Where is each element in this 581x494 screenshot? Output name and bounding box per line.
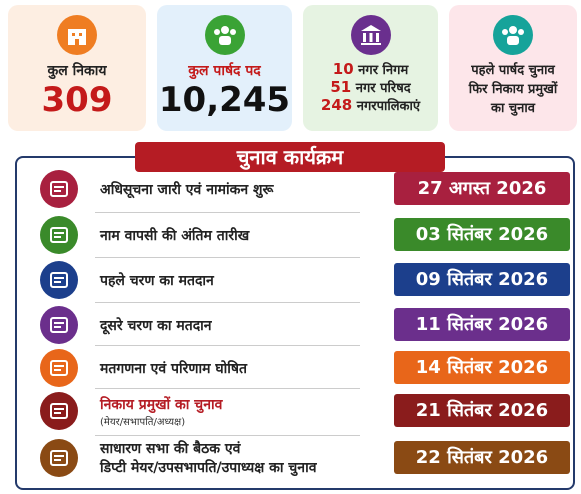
label: नगरपालिकाएं [356,99,421,114]
separator [95,212,360,213]
glyph [50,403,68,419]
glyph [50,360,68,376]
separator [95,435,360,436]
separator [95,257,360,258]
date: 27 अगस्त 2026 [394,172,570,205]
icon [40,439,78,477]
schedule-row: अधिसूचना जारी एवं नामांकन शुरू 27 अगस्त 2… [30,167,570,211]
icon [40,349,78,387]
event-text: दूसरे चरण का मतदान [100,317,212,334]
icon [40,170,78,208]
schedule-row: नाम वापसी की अंतिम तारीख 03 सितंबर 2026 [30,213,570,257]
icon [40,261,78,299]
event-text: निकाय प्रमुखों का चुनाव [100,396,223,413]
icon [40,306,78,344]
num: 248 [320,96,353,114]
schedule-row: साधारण सभा की बैठक एवं डिप्टी मेयर/उपसभाप… [30,436,570,480]
schedule-row: दूसरे चरण का मतदान 11 सितंबर 2026 [30,303,570,347]
label: कुल पार्षद पद [188,63,261,79]
schedule-row: पहले चरण का मतदान 09 सितंबर 2026 [30,258,570,302]
glyph [50,227,68,243]
event-sub: (मेयर/सभापति/अध्यक्ष) [100,416,186,428]
separator [95,345,360,346]
event: साधारण सभा की बैठक एवं डिप्टी मेयर/उपसभाप… [100,436,316,480]
event: अधिसूचना जारी एवं नामांकन शुरू [100,167,273,211]
card: कुल निकाय 309 [8,5,146,131]
date: 22 सितंबर 2026 [394,441,570,474]
note: का चुनाव [491,101,535,116]
date: 09 सितंबर 2026 [394,263,570,296]
card: 10 नगर निगम 51 नगर परिषद 248 नगरपालिकाएं [303,5,438,131]
event: दूसरे चरण का मतदान [100,303,212,347]
label: कुल निकाय [47,63,107,79]
date: 14 सितंबर 2026 [394,351,570,384]
event: निकाय प्रमुखों का चुनाव (मेयर/सभापति/अध्य… [100,389,222,433]
date: 03 सितंबर 2026 [394,218,570,251]
icon [57,15,97,55]
num: 51 [330,78,352,96]
glyph [50,181,68,197]
value: 309 [41,80,113,120]
schedule-row: निकाय प्रमुखों का चुनाव (मेयर/सभापति/अध्य… [30,389,570,433]
event-text: अधिसूचना जारी एवं नामांकन शुरू [100,181,274,198]
icon [204,15,245,55]
date: 11 सितंबर 2026 [394,308,570,341]
schedule-title: चुनाव कार्यक्रम [135,142,445,172]
glyph [50,450,68,466]
card: कुल पार्षद पद 10,245 [157,5,292,131]
label: नगर परिषद [355,81,411,96]
separator [95,388,360,389]
separator [95,302,360,303]
glyph [50,272,68,288]
event: मतगणना एवं परिणाम घोषित [100,346,247,390]
item: 248 नगरपालिकाएं [303,97,438,115]
item: 51 नगर परिषद [303,79,438,97]
icon [493,15,533,55]
icon [40,216,78,254]
card: पहले पार्षद चुनाव फिर निकाय प्रमुखों का … [449,5,577,131]
value: 10,245 [158,80,291,120]
note: पहले पार्षद चुनाव [471,63,555,78]
note: फिर निकाय प्रमुखों [468,82,558,97]
label: नगर निगम [358,63,409,78]
event-text: मतगणना एवं परिणाम घोषित [100,360,247,377]
icon [350,15,391,55]
event-text: पहले चरण का मतदान [100,272,214,289]
schedule-row: मतगणना एवं परिणाम घोषित 14 सितंबर 2026 [30,346,570,390]
event-text: साधारण सभा की बैठक एवं [100,441,241,457]
date: 21 सितंबर 2026 [394,394,570,427]
event: पहले चरण का मतदान [100,258,214,302]
item: 10 नगर निगम [303,61,438,79]
event-text: डिप्टी मेयर/उपसभापति/उपाध्यक्ष का चुनाव [100,460,317,476]
icon [40,392,78,430]
event: नाम वापसी की अंतिम तारीख [100,213,249,257]
event-text: नाम वापसी की अंतिम तारीख [100,227,250,244]
num: 10 [332,60,354,78]
glyph [50,317,68,333]
